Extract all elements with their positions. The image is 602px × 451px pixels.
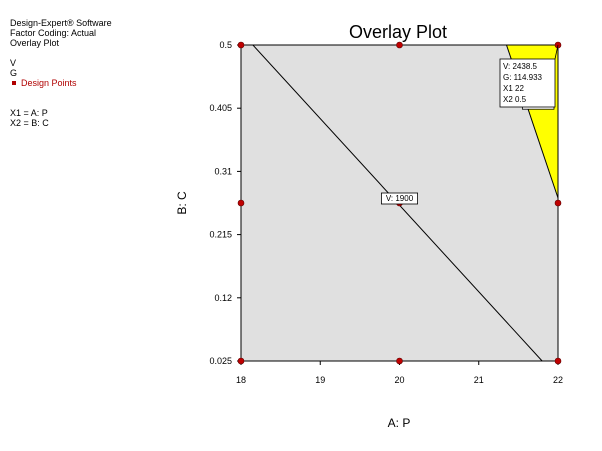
- y-axis-title: B: C: [175, 191, 189, 215]
- y-tick-label: 0.31: [214, 166, 232, 176]
- x-tick-label: 22: [553, 375, 563, 385]
- x-tick-label: 18: [236, 375, 246, 385]
- sidebar-legend: Design-Expert® Software Factor Coding: A…: [10, 18, 112, 128]
- design-point-marker-icon: [12, 81, 16, 86]
- flag-box: [499, 58, 556, 108]
- x-tick-label: 20: [394, 375, 404, 385]
- y-tick-label: 0.5: [219, 40, 232, 50]
- plot-name: Overlay Plot: [10, 38, 60, 48]
- x-axis-title: A: P: [388, 416, 411, 430]
- factor-x1: X1 = A: P: [10, 108, 48, 118]
- design-points-label: Design Points: [21, 78, 77, 88]
- flag-line: X2 0.5: [503, 95, 527, 104]
- design-point: [237, 357, 245, 365]
- software-name: Design-Expert® Software: [10, 18, 112, 28]
- chart-title: Overlay Plot: [349, 22, 447, 42]
- y-tick-label: 0.12: [214, 293, 232, 303]
- contour-label: V: 1900: [386, 194, 414, 203]
- x-tick-label: 19: [315, 375, 325, 385]
- contour-label-box: [380, 192, 418, 205]
- y-tick-label: 0.405: [209, 103, 232, 113]
- design-point: [396, 41, 403, 49]
- factor-coding: Factor Coding: Actual: [10, 28, 97, 38]
- design-point: [237, 41, 245, 49]
- y-tick-label: 0.215: [209, 230, 232, 240]
- legend-g: G: [10, 68, 18, 78]
- legend-v: V: [10, 58, 17, 68]
- design-point: [554, 199, 562, 207]
- x-tick-label: 21: [474, 375, 484, 385]
- legend-design-points: Design Points: [10, 78, 112, 88]
- flag-line: X1 22: [503, 84, 524, 93]
- design-point: [554, 357, 562, 365]
- design-point: [237, 199, 245, 207]
- flag-line: G: 114.933: [503, 73, 543, 82]
- flag-line: V: 2438.5: [503, 62, 538, 71]
- design-point: [396, 357, 403, 365]
- flag-leader: [554, 44, 559, 60]
- y-tick-label: 0.025: [209, 356, 232, 366]
- factor-x2: X2 = B: C: [10, 118, 49, 128]
